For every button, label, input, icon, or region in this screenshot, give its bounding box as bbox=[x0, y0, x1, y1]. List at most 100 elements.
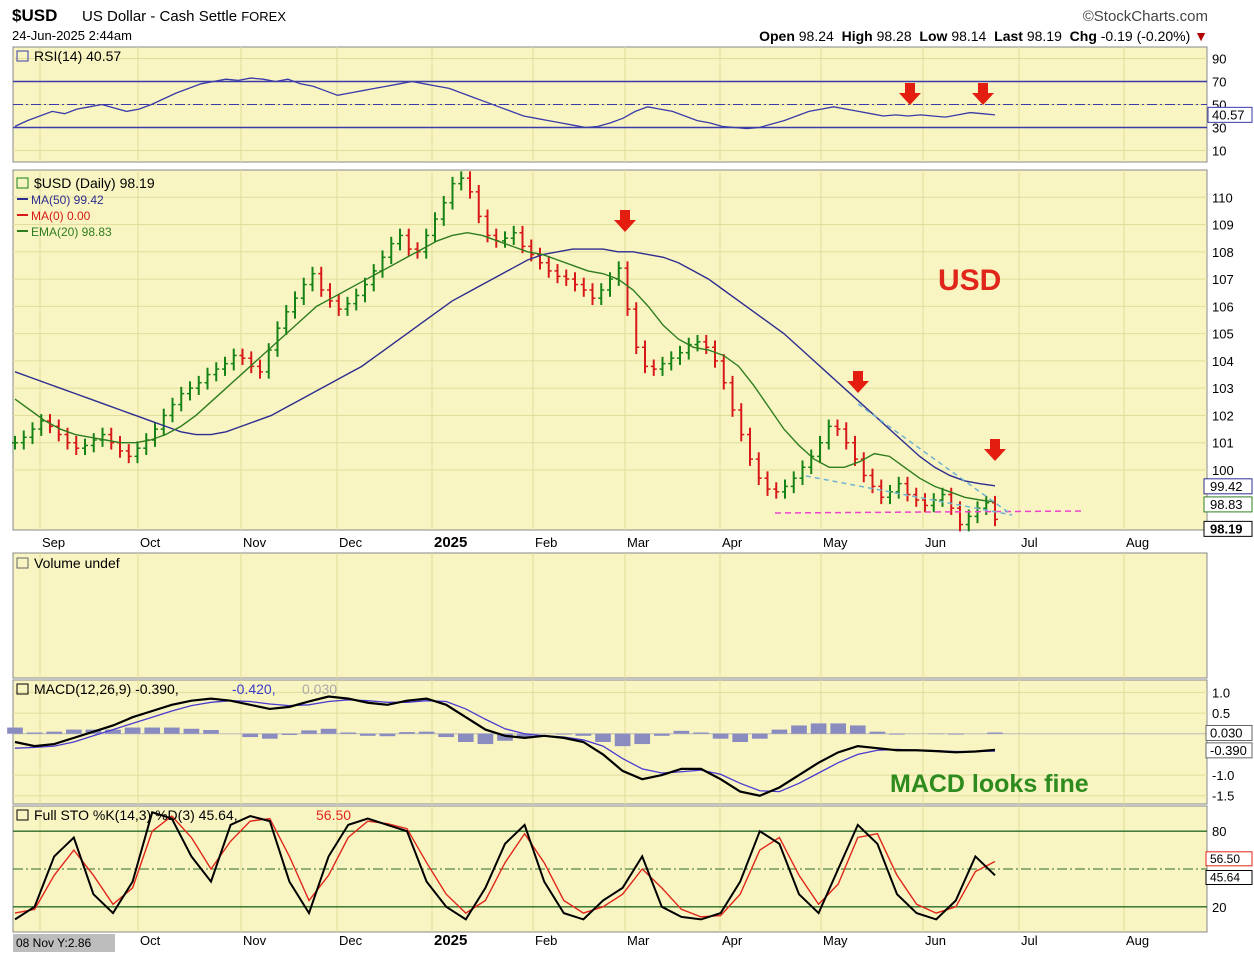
price-tick-label: 110 bbox=[1212, 190, 1233, 205]
macd-hist-bar bbox=[712, 733, 729, 739]
macd-signal-legend: -0.420, bbox=[232, 681, 276, 697]
sto-x-tick-label: Jul bbox=[1021, 933, 1038, 948]
macd-hist-bar bbox=[614, 733, 631, 747]
rsi-tick-label: 30 bbox=[1212, 121, 1226, 136]
sto-right-label: 45.64 bbox=[1210, 870, 1240, 884]
price-arrow-icon bbox=[984, 439, 1006, 461]
chg-down-arrow-icon: ▼ bbox=[1194, 28, 1208, 44]
macd-hist-bar bbox=[516, 733, 533, 738]
sto-d-line bbox=[14, 815, 996, 918]
macd-hist-bar bbox=[771, 729, 788, 734]
sto-x-tick-label: Nov bbox=[243, 933, 267, 948]
volume-legend-icon bbox=[16, 557, 29, 569]
x-tick-label: Dec bbox=[339, 535, 363, 550]
price-right-label-box bbox=[1203, 496, 1253, 513]
macd-hist-bar bbox=[555, 733, 572, 735]
panel-price bbox=[12, 169, 1208, 531]
ema20-legend: EMA(20) 98.83 bbox=[31, 225, 112, 239]
price-tick-label: 107 bbox=[1212, 272, 1234, 287]
macd-hist-bar bbox=[575, 733, 592, 736]
chart-header: $USD US Dollar - Cash Settle FOREX 24-Ju… bbox=[0, 0, 1254, 46]
macd-hist-bar bbox=[438, 733, 455, 738]
ema20-line bbox=[14, 232, 996, 503]
macd-legend-icon bbox=[16, 683, 29, 695]
corner-label-box bbox=[13, 934, 115, 952]
macd-hist-bar bbox=[242, 733, 259, 738]
rsi-tick-label: 90 bbox=[1212, 52, 1226, 67]
ma50-line bbox=[14, 248, 996, 487]
x-tick-label: Apr bbox=[722, 535, 743, 550]
ma50-legend: MA(50) 99.42 bbox=[31, 193, 104, 207]
sto-x-tick-label: Feb bbox=[535, 933, 557, 948]
wedge-lower-line bbox=[805, 475, 1013, 516]
macd-hist-bar bbox=[124, 727, 141, 734]
price-right-label-box bbox=[1203, 478, 1253, 495]
macd-right-label-box bbox=[1205, 724, 1253, 741]
macd-hist-bar bbox=[673, 730, 690, 734]
rsi-last-label-box bbox=[1207, 106, 1253, 123]
wedge-upper-line bbox=[857, 403, 1013, 516]
macd-hist-bar bbox=[791, 725, 807, 734]
sto-x-tick-label: Jun bbox=[925, 933, 946, 948]
price-right-label-box bbox=[1203, 520, 1253, 537]
rsi-legend-icon bbox=[16, 50, 29, 62]
macd-hist-bar bbox=[457, 733, 474, 742]
macd-hist-bar bbox=[144, 727, 161, 734]
macd-hist-bar bbox=[987, 732, 1003, 734]
sto-x-tick-label: 2025 bbox=[434, 932, 467, 949]
x-tick-label: Oct bbox=[140, 535, 161, 550]
macd-tick-label: -1.5 bbox=[1212, 789, 1234, 804]
macd-hist-bar bbox=[261, 733, 278, 739]
x-tick-label: Nov bbox=[243, 535, 267, 550]
x-tick-label: May bbox=[823, 535, 848, 550]
corner-label: 08 Nov Y:2.86 bbox=[16, 936, 91, 950]
brand-logo: ©StockCharts.com bbox=[1082, 8, 1208, 25]
macd-legend: MACD(12,26,9) -0.390, bbox=[34, 681, 179, 697]
instrument-name: US Dollar - Cash Settle FOREX bbox=[82, 8, 287, 25]
price-tick-label: 109 bbox=[1212, 218, 1234, 233]
sto-d-legend: 56.50 bbox=[316, 807, 351, 823]
macd-hist-bar bbox=[830, 723, 847, 734]
macd-hist-bar bbox=[418, 731, 435, 734]
price-legend-title: $USD (Daily) 98.19 bbox=[34, 175, 155, 191]
macd-hist-bar bbox=[203, 730, 219, 734]
macd-hist-bar bbox=[320, 728, 337, 734]
rsi-last-label: 40.57 bbox=[1212, 107, 1245, 122]
macd-hist-bar bbox=[105, 729, 121, 734]
price-right-label: 99.42 bbox=[1210, 479, 1243, 494]
sto-x-tick-label: Mar bbox=[627, 933, 650, 948]
macd-hist-bar bbox=[359, 733, 376, 736]
price-tick-label: 106 bbox=[1212, 299, 1234, 314]
sto-k-line bbox=[14, 811, 996, 921]
sto-right-label-box bbox=[1205, 851, 1253, 867]
sto-x-tick-label: Oct bbox=[140, 933, 161, 948]
macd-hist-bar bbox=[849, 725, 866, 734]
macd-hist-bar bbox=[26, 732, 43, 734]
macd-hist-bar bbox=[379, 733, 396, 737]
usd-annotation: USD bbox=[938, 264, 1001, 297]
macd-hist-bar bbox=[281, 733, 298, 735]
x-tick-label: 2025 bbox=[434, 534, 467, 551]
macd-line bbox=[14, 695, 996, 797]
macd-tick-label: 0.5 bbox=[1212, 706, 1230, 721]
macd-hist-bar bbox=[340, 732, 357, 734]
quote-summary: Open 98.24 High 98.28 Low 98.14 Last 98.… bbox=[759, 28, 1208, 44]
sto-tick-label: 80 bbox=[1212, 824, 1226, 839]
macd-hist-bar bbox=[595, 733, 611, 742]
ma0-legend: MA(0) 0.00 bbox=[31, 209, 91, 223]
sto-legend: Full STO %K(14,3) %D(3) 45.64, bbox=[34, 807, 238, 823]
macd-hist-bar bbox=[810, 723, 827, 734]
volume-legend: Volume undef bbox=[34, 555, 120, 571]
rsi-tick-label: 10 bbox=[1212, 144, 1226, 159]
macd-hist-bar bbox=[947, 733, 964, 735]
macd-hist-bar bbox=[497, 733, 513, 741]
macd-right-label: -0.390 bbox=[1210, 743, 1247, 758]
price-tick-label: 108 bbox=[1212, 245, 1234, 260]
macd-hist-bar bbox=[163, 727, 180, 734]
sto-right-label-box bbox=[1205, 869, 1253, 885]
price-arrow-icon bbox=[847, 371, 869, 393]
support-line bbox=[774, 510, 1086, 514]
macd-hist-bar bbox=[732, 733, 749, 742]
sto-x-tick-label: Dec bbox=[339, 933, 363, 948]
